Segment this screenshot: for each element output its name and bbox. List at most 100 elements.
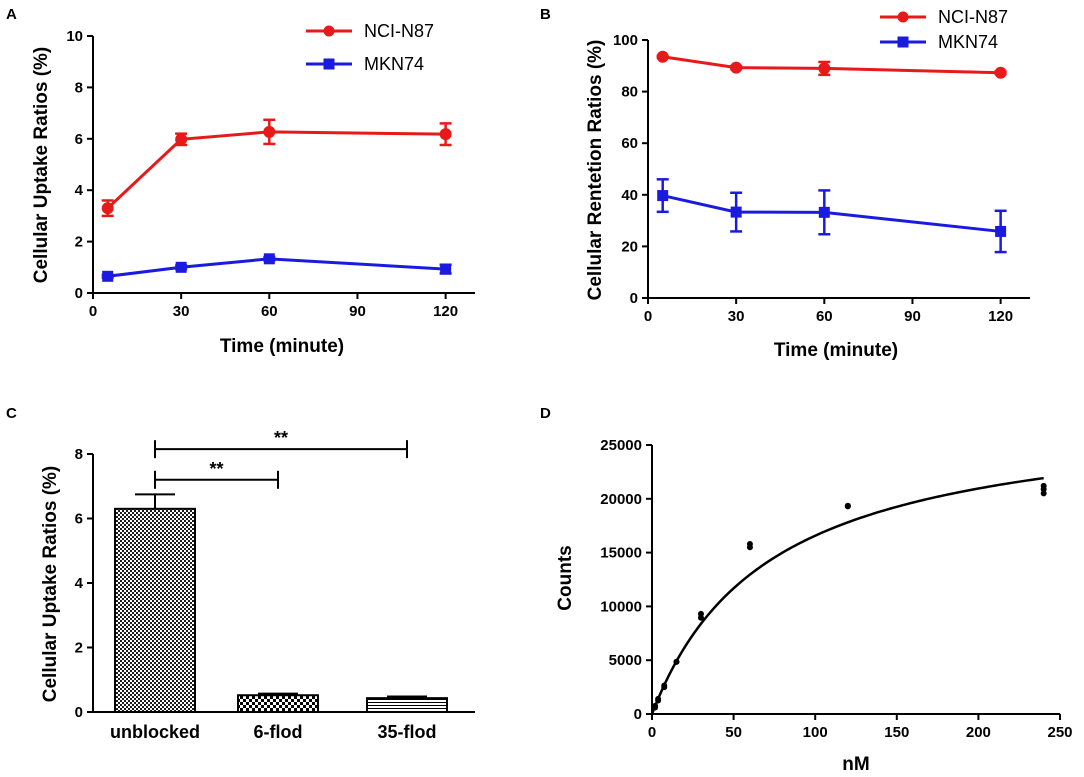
panel-c-y-tick-label: 0 — [75, 704, 83, 721]
panel-a-y-tick-label: 8 — [75, 79, 83, 96]
panel-d-x-tick-label: 250 — [1047, 724, 1072, 741]
panel-d-x-axis-label: nM — [842, 754, 869, 775]
legend-marker-nci-n87 — [897, 11, 909, 23]
panel-a-x-tick-label: 60 — [261, 303, 278, 320]
bar-35-flod — [366, 697, 448, 714]
panel-c-y-axis-label: Cellular Uptake Ratios (%) — [40, 466, 61, 703]
data-point — [1040, 482, 1047, 489]
legend-marker-nci-n87 — [323, 25, 335, 37]
panel-a-y-tick-label: 10 — [66, 28, 83, 45]
panel-d-x-tick-label: 150 — [884, 724, 909, 741]
data-point-nci-n87 — [101, 202, 114, 215]
significance-label: ** — [209, 459, 223, 479]
panel-c-letter: C — [6, 405, 17, 422]
panel-b-y-tick-label: 20 — [621, 238, 638, 255]
panel-d-letter: D — [540, 405, 551, 422]
panel-b-y-tick-label: 100 — [613, 32, 638, 49]
data-point — [844, 502, 851, 509]
panel-b-x-tick-label: 120 — [988, 308, 1013, 325]
panel-a-x-tick-label: 120 — [433, 303, 458, 320]
panel-d-x-tick-label: 0 — [648, 724, 656, 741]
panel-b-x-tick-label: 60 — [816, 308, 833, 325]
panel-b-legend: NCI-N87 MKN74 — [880, 7, 1008, 52]
panel-a-x-tick-label: 30 — [173, 303, 190, 320]
panel-b-x-tick-label: 0 — [644, 308, 652, 325]
panel-d-x-tick-label: 50 — [725, 724, 742, 741]
data-point — [661, 682, 668, 689]
panel-d-y-axis-label: Counts — [555, 545, 576, 610]
panel-d-x-tick-label: 100 — [803, 724, 828, 741]
panel-a-y-tick-label: 4 — [75, 182, 84, 199]
panel-d-y-tick-label: 10000 — [600, 598, 642, 615]
series-line-mkn74 — [107, 257, 446, 278]
panel-d-y-tick-label: 15000 — [600, 545, 642, 562]
panel-a-y-tick-label: 2 — [75, 234, 83, 251]
panel-a-x-tick-label: 0 — [89, 303, 97, 320]
panel-b-chart: B Cellular Rentetion Ratios (%) Time (mi… — [540, 6, 1030, 361]
category-label-6-flod: 6-flod — [254, 722, 303, 742]
panel-b-y-tick-label: 0 — [630, 290, 638, 307]
panel-c-y-tick-label: 8 — [75, 446, 83, 463]
panel-b-y-tick-label: 80 — [621, 84, 638, 101]
legend-label-nci-n87: NCI-N87 — [364, 21, 434, 41]
panel-d-chart: D Counts nM 0 50 100 150 200 250 0 5000 10000 150… — [540, 405, 1073, 775]
data-point — [1040, 490, 1047, 497]
panel-c-chart: C Cellular Uptake Ratios (%) 0 2 4 6 8 unblo… — [6, 405, 475, 742]
panel-b-y-axis-label: Cellular Rentetion Ratios (%) — [585, 40, 606, 301]
panel-a-y-tick-label: 0 — [75, 285, 83, 302]
panel-b-letter: B — [540, 6, 551, 23]
fit-curve — [650, 476, 1044, 715]
data-point — [673, 658, 680, 665]
panel-d-y-tick-label: 25000 — [600, 437, 642, 454]
data-point — [746, 540, 753, 547]
data-point-nci-n87 — [818, 62, 831, 75]
panel-b-x-tick-label: 90 — [904, 308, 921, 325]
series-line-nci-n87 — [662, 55, 1001, 75]
data-point — [652, 702, 659, 709]
panel-c-y-tick-label: 4 — [75, 575, 84, 592]
data-point-mkn74 — [175, 261, 187, 273]
panel-d-y-tick-label: 20000 — [600, 491, 642, 508]
panel-b-y-tick-label: 40 — [621, 187, 638, 204]
panel-a-letter: A — [6, 6, 17, 23]
data-point-mkn74 — [995, 225, 1007, 237]
bar-6-flod — [237, 694, 319, 713]
data-point-nci-n87 — [730, 61, 743, 74]
panel-a-x-tick-label: 90 — [349, 303, 366, 320]
data-point-nci-n87 — [263, 125, 276, 138]
panel-b-x-tick-label: 30 — [728, 308, 745, 325]
data-point-mkn74 — [730, 206, 742, 218]
data-point-nci-n87 — [994, 66, 1007, 79]
data-point-nci-n87 — [175, 133, 188, 146]
panel-c-y-tick-label: 6 — [75, 511, 83, 528]
panel-a-y-tick-label: 6 — [75, 131, 83, 148]
significance-label: ** — [274, 428, 288, 448]
panel-d-y-tick-label: 0 — [634, 706, 642, 723]
data-point-nci-n87 — [439, 128, 452, 141]
data-point-mkn74 — [440, 263, 452, 275]
panel-a-y-axis-label: Cellular Uptake Ratios (%) — [31, 47, 52, 284]
data-point — [697, 610, 704, 617]
panel-d-y-tick-label: 5000 — [609, 652, 642, 669]
panel-a-legend: NCI-N87 MKN74 — [306, 21, 434, 74]
data-point — [655, 695, 662, 702]
category-label-unblocked: unblocked — [110, 722, 200, 742]
panel-a-x-axis-label: Time (minute) — [220, 336, 344, 357]
legend-label-mkn74: MKN74 — [938, 32, 998, 52]
panel-b-x-axis-label: Time (minute) — [774, 340, 898, 361]
legend-label-mkn74: MKN74 — [364, 54, 424, 74]
legend-marker-mkn74 — [897, 36, 909, 48]
legend-marker-mkn74 — [323, 58, 335, 70]
series-line-mkn74 — [662, 194, 1001, 233]
data-point-mkn74 — [102, 270, 114, 282]
legend-label-nci-n87: NCI-N87 — [938, 7, 1008, 27]
panel-a-chart: A Cellular Uptake Ratios (%) Time (minut… — [6, 6, 475, 357]
data-point-mkn74 — [818, 206, 830, 218]
panel-d-x-tick-label: 200 — [966, 724, 991, 741]
series-line-nci-n87 — [106, 130, 446, 210]
data-point-mkn74 — [657, 190, 669, 202]
bar-unblocked — [114, 507, 196, 714]
data-point-nci-n87 — [656, 50, 669, 63]
panel-c-y-tick-label: 2 — [75, 640, 83, 657]
